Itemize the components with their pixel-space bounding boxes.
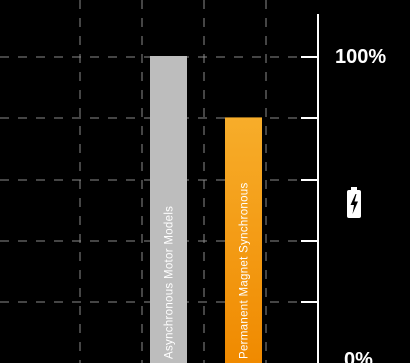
battery-charging-icon — [347, 187, 361, 218]
tick-label-bottom: 0% — [344, 349, 373, 363]
tick-label-top: 100% — [335, 46, 386, 68]
battery-terminal — [351, 187, 357, 191]
bar-pmsm — [225, 117, 262, 363]
bars-group: Asynchronous Motor Models Permanent Magne… — [150, 56, 262, 363]
bar-asynchronous — [150, 56, 187, 363]
grid-lines — [0, 0, 318, 363]
right-axis: 100% 0% — [301, 14, 386, 363]
bar-label-1: Permanent Magnet Synchronous — [239, 182, 251, 359]
bar-label-0: Asynchronous Motor Models — [164, 206, 176, 359]
lightning-bolt — [350, 194, 358, 214]
